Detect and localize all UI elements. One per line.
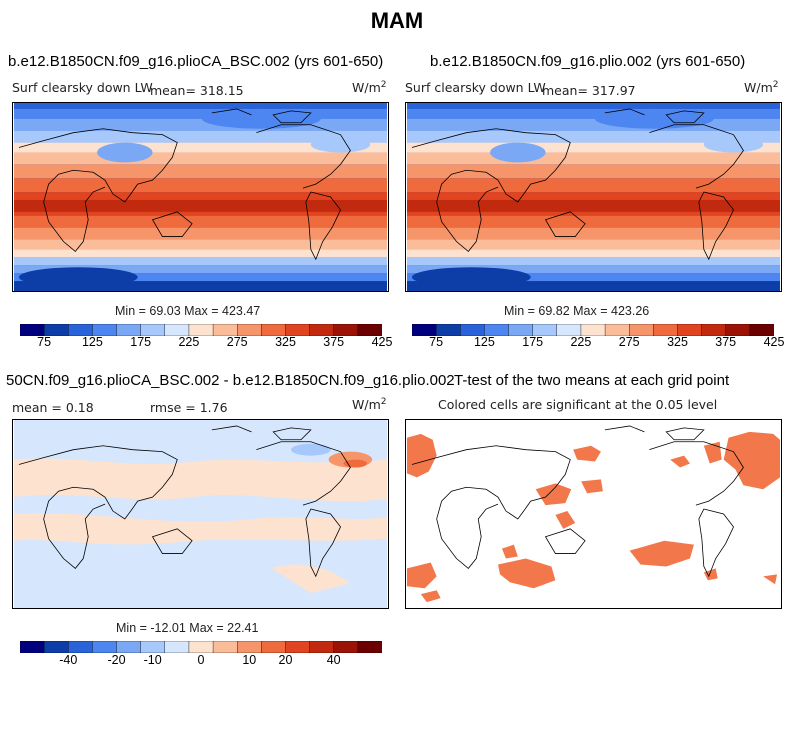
panel2-colorbar-ticks: 75 125 175 225 275 325 375 425 [412,334,784,354]
panel1-title: b.e12.B1850CN.f09_g16.plioCA_BSC.002 (yr… [8,53,384,70]
panel1-minmax: Min = 69.03 Max = 423.47 [115,304,261,318]
panel1-colorbar [20,324,382,336]
panel3-title: 50CN.f09_g16.plioCA_BSC.002 - b.e12.B185… [6,372,455,389]
colorbar-tick-label: 125 [473,335,495,349]
colorbar-tick-label: 425 [763,335,785,349]
colorbar-swatch [749,324,774,336]
colorbar-tick-label: 225 [178,335,200,349]
panel3-mean: mean = 0.18 [12,400,94,415]
colorbar-swatch [357,324,382,336]
colorbar-tick-label: 20 [278,653,293,667]
panel3-map [12,419,389,609]
panel1-mean: mean= 318.15 [150,83,244,98]
colorbar-tick-label: -40 [59,653,78,667]
colorbar-tick-label: -20 [107,653,126,667]
panel4-coastlines [411,425,744,578]
colorbar-tick-label: 275 [618,335,640,349]
panel3-colorbar-ticks: -40 -20 -10 0 10 20 40 [20,652,382,672]
colorbar-tick-label: 0 [197,653,205,667]
colorbar-tick-label: 275 [226,335,248,349]
panel1-map [12,102,389,292]
figure-title: MAM [370,8,424,33]
panel2-map [405,102,782,292]
panel4-significant-cells [406,431,781,603]
panel2-units: W/m2 [744,80,779,96]
panel2-variable: Surf clearsky down LW [405,80,546,95]
panel1-variable: Surf clearsky down LW [12,80,153,95]
colorbar-tick-label: 10 [242,653,257,667]
panel2-colorbar [412,324,774,336]
panel3-units: W/m2 [352,397,387,413]
colorbar-tick-label: 375 [323,335,345,349]
panel4-map [405,419,782,609]
colorbar-tick-label: 75 [37,335,52,349]
panel3-coastlines [18,425,351,578]
panel1-units: W/m2 [352,80,387,96]
panel2-title: b.e12.B1850CN.f09_g16.plio.002 (yrs 601-… [430,53,746,70]
panel1-coastlines [18,108,351,261]
colorbar-tick-label: 325 [275,335,296,349]
panel3-colorbar [20,641,382,653]
colorbar-tick-label: 125 [81,335,103,349]
panel2-field [406,103,781,291]
colorbar-tick-label: 225 [570,335,592,349]
colorbar-tick-label: 175 [522,335,544,349]
colorbar-tick-label: 175 [130,335,152,349]
panel3-rmse: rmse = 1.76 [150,400,228,415]
panel2-minmax: Min = 69.82 Max = 423.26 [504,304,650,318]
panel1-colorbar-ticks: 75 125 175 225 275 325 375 425 [20,334,392,354]
colorbar-tick-label: 75 [429,335,444,349]
colorbar-tick-label: -10 [143,653,162,667]
panel3-minmax: Min = -12.01 Max = 22.41 [116,621,259,635]
colorbar-swatch [357,641,382,653]
colorbar-tick-label: 325 [667,335,688,349]
panel2-coastlines [411,108,744,261]
colorbar-tick-label: 425 [371,335,393,349]
panel3-field [13,420,388,608]
panel4-subtitle: Colored cells are significant at the 0.0… [438,397,718,412]
panel4-title: T-test of the two means at each grid poi… [454,372,730,389]
panel2-mean: mean= 317.97 [542,83,636,98]
colorbar-tick-label: 40 [326,653,341,667]
panel1-field [13,103,388,291]
colorbar-tick-label: 375 [715,335,737,349]
